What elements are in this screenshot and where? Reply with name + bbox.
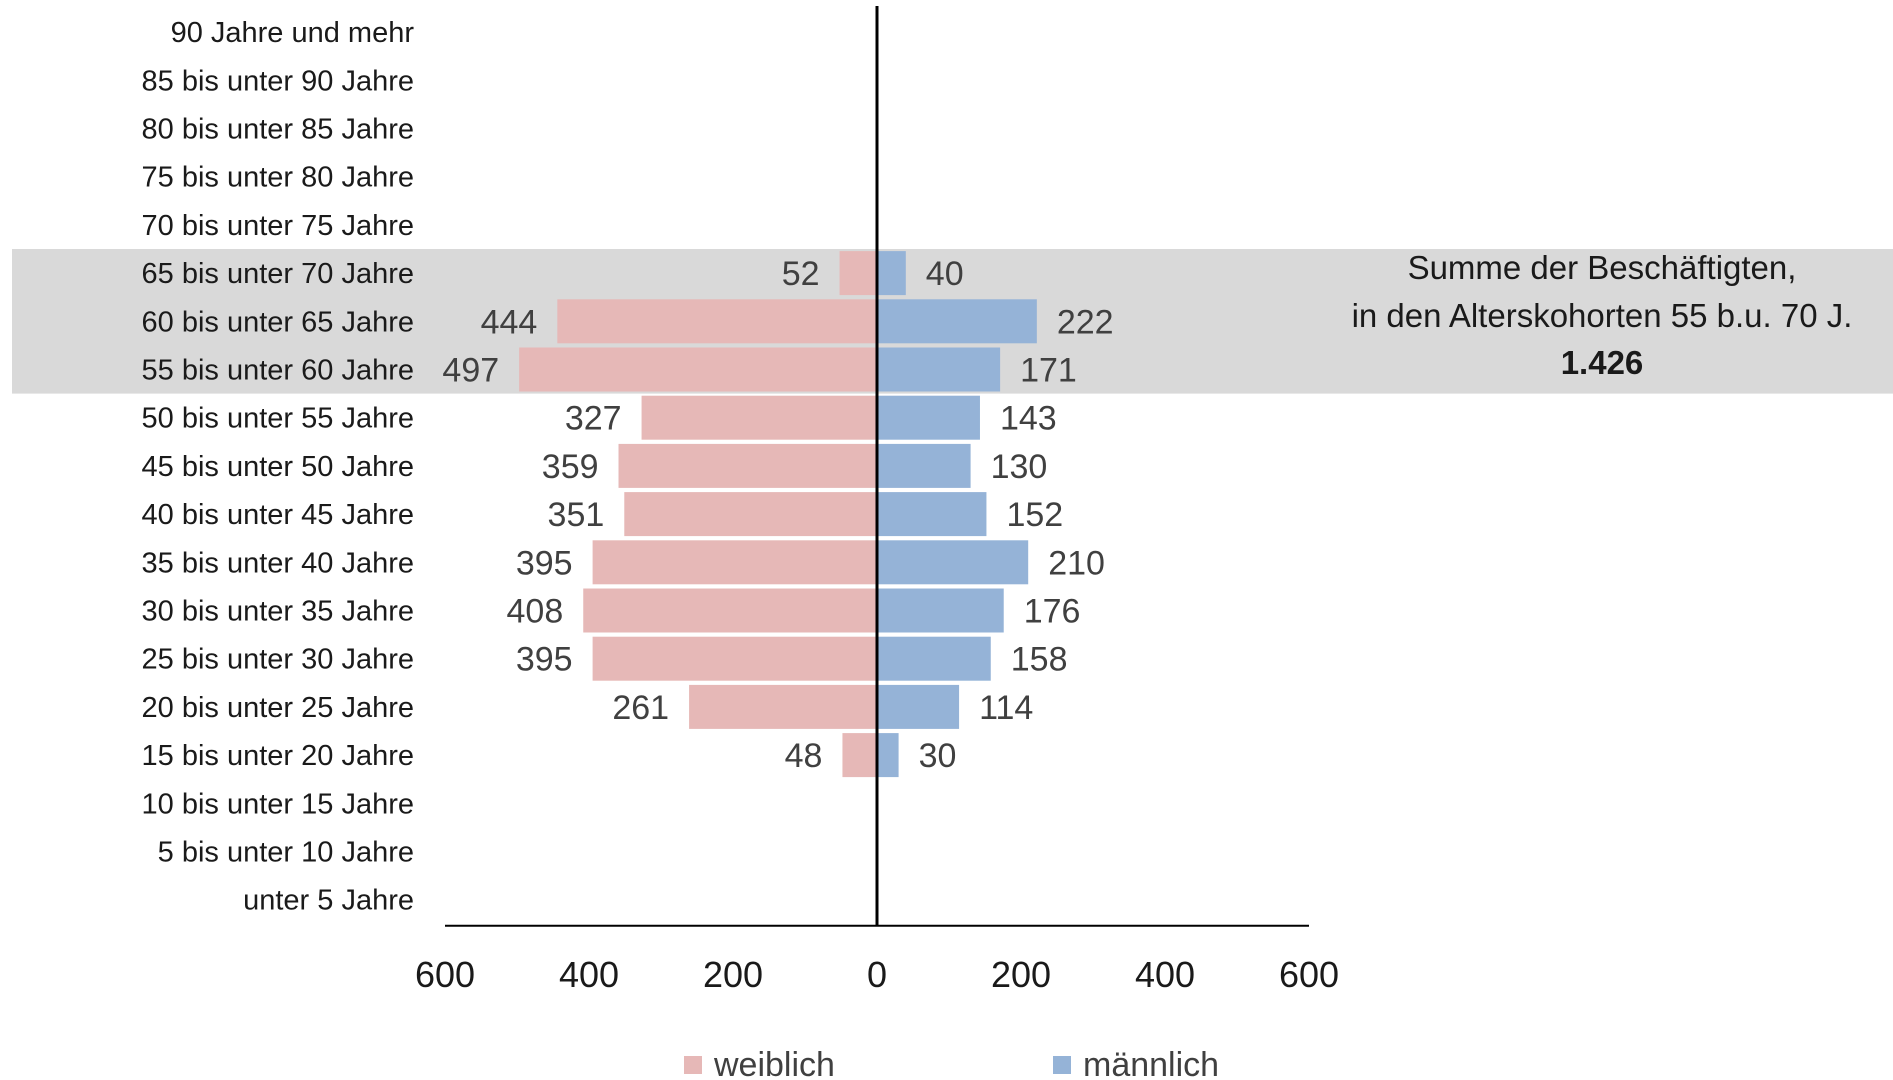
category-label: 75 bis unter 80 Jahre — [142, 162, 414, 194]
bar-weiblich — [519, 347, 877, 392]
data-label: 497 — [442, 352, 499, 390]
x-tick-label: 600 — [1279, 954, 1339, 995]
data-label: 114 — [979, 689, 1033, 727]
data-label: 152 — [1006, 496, 1063, 534]
bar-maennlich — [877, 540, 1029, 585]
data-label: 143 — [1000, 400, 1057, 438]
data-label: 222 — [1057, 303, 1114, 341]
legend-swatch — [1053, 1056, 1071, 1074]
bar-weiblich — [592, 540, 877, 585]
category-label: 40 bis unter 45 Jahre — [142, 499, 414, 531]
category-label: 90 Jahre und mehr — [171, 17, 415, 49]
bar-maennlich — [877, 299, 1037, 344]
category-label: unter 5 Jahre — [243, 885, 414, 917]
data-label: 176 — [1024, 593, 1081, 631]
category-label: 20 bis unter 25 Jahre — [142, 692, 414, 724]
category-label: 60 bis unter 65 Jahre — [142, 306, 414, 338]
category-label: 65 bis unter 70 Jahre — [142, 258, 414, 290]
bar-maennlich — [877, 347, 1001, 392]
category-label: 70 bis unter 75 Jahre — [142, 210, 414, 242]
legend-swatch — [684, 1056, 702, 1074]
data-label: 395 — [516, 641, 573, 679]
data-label: 158 — [1011, 641, 1068, 679]
bars-group — [519, 251, 1037, 778]
data-label: 130 — [991, 448, 1048, 486]
category-label: 80 bis unter 85 Jahre — [142, 114, 414, 146]
data-label: 327 — [565, 400, 622, 438]
category-label: 30 bis unter 35 Jahre — [142, 596, 414, 628]
data-label: 171 — [1020, 352, 1077, 390]
annotation-line1: Summe der Beschäftigten, — [1408, 249, 1797, 286]
category-label: 35 bis unter 40 Jahre — [142, 547, 414, 579]
data-label: 261 — [612, 689, 669, 727]
category-label: 55 bis unter 60 Jahre — [142, 355, 414, 387]
x-tick-label: 400 — [1135, 954, 1195, 995]
data-label: 40 — [926, 255, 964, 293]
data-label: 359 — [542, 448, 599, 486]
data-label: 351 — [548, 496, 605, 534]
data-label: 30 — [919, 737, 957, 775]
category-label: 15 bis unter 20 Jahre — [142, 740, 414, 772]
bar-maennlich — [877, 251, 906, 296]
data-label: 48 — [785, 737, 823, 775]
bar-weiblich — [592, 636, 877, 681]
category-label: 45 bis unter 50 Jahre — [142, 451, 414, 483]
category-label: 25 bis unter 30 Jahre — [142, 644, 414, 676]
bar-maennlich — [877, 733, 899, 778]
annotation: Summe der Beschäftigten, in den Altersko… — [1352, 249, 1853, 381]
category-label: 5 bis unter 10 Jahre — [158, 837, 414, 869]
bar-weiblich — [557, 299, 877, 344]
x-tick-label: 200 — [991, 954, 1051, 995]
bar-maennlich — [877, 636, 991, 681]
bar-weiblich — [842, 733, 877, 778]
annotation-line2: in den Alterskohorten 55 b.u. 70 J. — [1352, 297, 1853, 334]
bar-maennlich — [877, 492, 987, 537]
x-tick-label: 200 — [703, 954, 763, 995]
x-tick-labels: 600 400 200 0 200 400 600 — [415, 954, 1339, 995]
bar-weiblich — [624, 492, 877, 537]
data-label: 408 — [507, 593, 564, 631]
x-tick-label: 400 — [559, 954, 619, 995]
bar-maennlich — [877, 395, 980, 440]
data-label: 210 — [1048, 544, 1105, 582]
legend-label: männlich — [1083, 1046, 1219, 1080]
data-label: 444 — [481, 303, 538, 341]
data-label: 52 — [782, 255, 820, 293]
bar-maennlich — [877, 443, 971, 488]
bar-weiblich — [839, 251, 877, 296]
data-label: 395 — [516, 544, 573, 582]
bar-weiblich — [689, 684, 877, 729]
bar-weiblich — [618, 443, 877, 488]
bar-weiblich — [641, 395, 877, 440]
x-tick-label: 0 — [867, 954, 887, 995]
bar-maennlich — [877, 684, 960, 729]
category-label: 50 bis unter 55 Jahre — [142, 403, 414, 435]
legend: weiblich männlich — [684, 1046, 1219, 1080]
x-tick-label: 600 — [415, 954, 475, 995]
legend-label: weiblich — [713, 1046, 835, 1080]
category-labels: unter 5 Jahre 5 bis unter 10 Jahre 10 bis … — [142, 17, 415, 917]
annotation-total: 1.426 — [1561, 344, 1644, 381]
value-labels: 48 261 395 408 395 351 359 327 497 444 52 30 114 158 1… — [442, 255, 1113, 775]
category-label: 85 bis unter 90 Jahre — [142, 65, 414, 97]
category-label: 10 bis unter 15 Jahre — [142, 788, 414, 820]
bar-maennlich — [877, 588, 1004, 633]
bar-weiblich — [583, 588, 877, 633]
